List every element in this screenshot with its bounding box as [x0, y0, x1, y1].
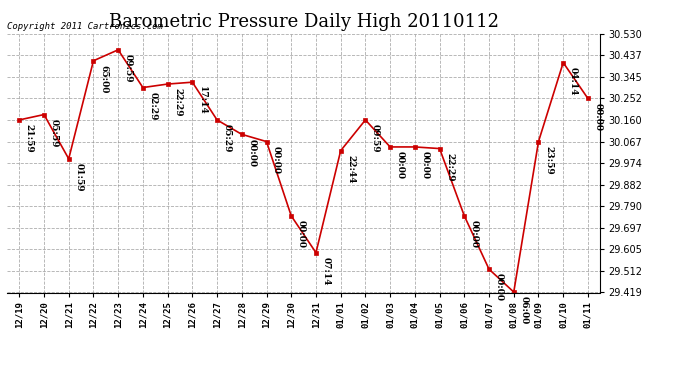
Text: 21:59: 21:59: [25, 124, 34, 153]
Text: 00:00: 00:00: [395, 151, 405, 179]
Title: Barometric Pressure Daily High 20110112: Barometric Pressure Daily High 20110112: [108, 13, 499, 31]
Text: 00:00: 00:00: [593, 103, 602, 130]
Text: 23:59: 23:59: [544, 146, 553, 174]
Text: Copyright 2011 Cartronics.com: Copyright 2011 Cartronics.com: [7, 22, 163, 31]
Text: 09:59: 09:59: [124, 54, 132, 82]
Text: 22:44: 22:44: [346, 155, 355, 183]
Text: 00:00: 00:00: [247, 138, 257, 166]
Text: 05:59: 05:59: [50, 119, 59, 147]
Text: 02:29: 02:29: [148, 92, 157, 120]
Text: 65:00: 65:00: [99, 65, 108, 93]
Text: 00:00: 00:00: [272, 146, 281, 174]
Text: 00:00: 00:00: [470, 220, 479, 248]
Text: 00:00: 00:00: [420, 151, 429, 179]
Text: 05:29: 05:29: [223, 124, 232, 153]
Text: 07:14: 07:14: [322, 257, 331, 285]
Text: 04:14: 04:14: [569, 67, 578, 95]
Text: 22:29: 22:29: [173, 88, 182, 117]
Text: 17:14: 17:14: [198, 86, 207, 115]
Text: 00:00: 00:00: [297, 220, 306, 248]
Text: 01:59: 01:59: [75, 163, 83, 192]
Text: 09:59: 09:59: [371, 124, 380, 153]
Text: 06:00: 06:00: [520, 296, 529, 324]
Text: 00:00: 00:00: [495, 273, 504, 302]
Text: 22:29: 22:29: [445, 153, 454, 182]
